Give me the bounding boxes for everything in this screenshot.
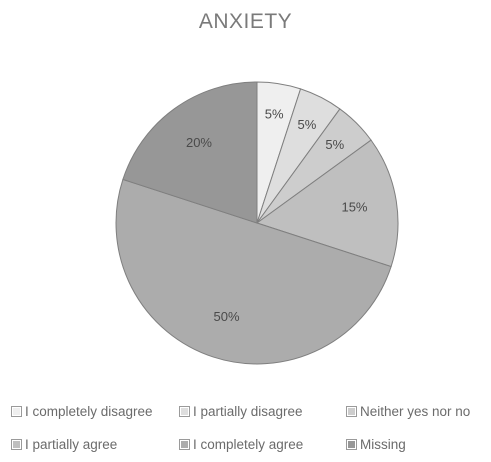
legend-label-6: Missing	[360, 437, 406, 452]
legend-swatch-5	[179, 439, 190, 450]
legend-label-2: I partially disagree	[193, 404, 303, 419]
legend-item-3: Neither yes nor no	[346, 404, 471, 419]
legend-swatch-4	[11, 439, 22, 450]
legend-swatch-1	[11, 406, 22, 417]
chart-title: ANXIETY	[198, 10, 293, 33]
legend-label-3: Neither yes nor no	[360, 404, 471, 419]
legend-item-1: I completely disagree	[11, 404, 153, 419]
legend-swatch-2	[179, 406, 190, 417]
slice-label-3: 5%	[325, 137, 344, 152]
pie-slice-6	[122, 81, 258, 224]
slice-label-4: 15%	[341, 200, 367, 215]
legend-item-5: I completely agree	[179, 437, 304, 452]
slice-label-1: 5%	[265, 106, 284, 121]
legend-swatch-6	[346, 439, 357, 450]
legend-label-4: I partially agree	[25, 437, 118, 452]
legend-item-4: I partially agree	[11, 437, 118, 452]
slice-label-2: 5%	[298, 117, 317, 132]
legend-item-6: Missing	[346, 437, 406, 452]
legend-item-2: I partially disagree	[179, 404, 303, 419]
legend-label-5: I completely agree	[193, 437, 304, 452]
pie-slice-5	[115, 178, 392, 365]
legend-label-1: I completely disagree	[25, 404, 153, 419]
legend-swatch-3	[346, 406, 357, 417]
slice-label-5: 50%	[213, 309, 239, 324]
pie-slice-4	[255, 139, 399, 268]
slice-label-6: 20%	[186, 135, 212, 150]
